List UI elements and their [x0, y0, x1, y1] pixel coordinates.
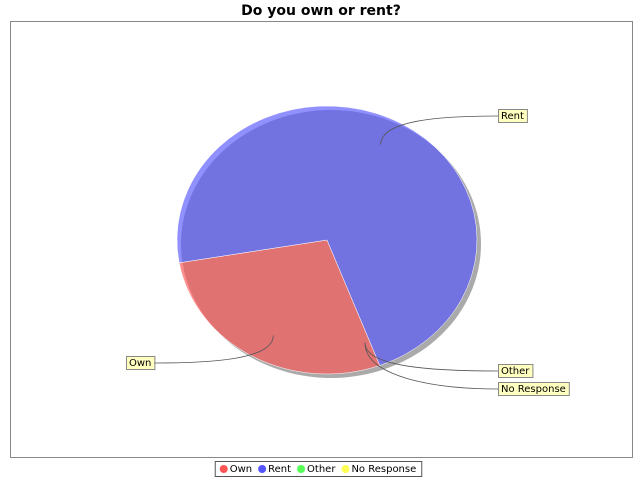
leader-line — [364, 342, 499, 390]
label-box — [498, 382, 570, 396]
slice-label: Rent — [501, 111, 524, 122]
legend-label: Rent — [268, 464, 291, 475]
slice-label: No Response — [501, 384, 566, 395]
legend-marker — [219, 465, 228, 473]
chart-title: Do you own or rent? — [241, 3, 401, 19]
legend-marker — [297, 465, 306, 473]
pie-slice — [178, 239, 381, 375]
slice-label: Other — [501, 366, 530, 377]
legend-marker — [341, 465, 350, 473]
slice-label: Own — [129, 358, 151, 369]
leader-line — [364, 342, 499, 372]
legend-label: Own — [230, 464, 252, 475]
label-box — [498, 109, 528, 123]
pie-slice — [327, 240, 380, 366]
label-box — [498, 364, 534, 378]
legend-marker — [258, 465, 267, 473]
leader-line — [154, 335, 274, 364]
legend-label: Other — [307, 464, 336, 475]
legend-label: No Response — [351, 464, 416, 475]
legend-box — [214, 461, 423, 477]
pie-slice — [176, 105, 478, 366]
leader-line — [380, 115, 499, 145]
